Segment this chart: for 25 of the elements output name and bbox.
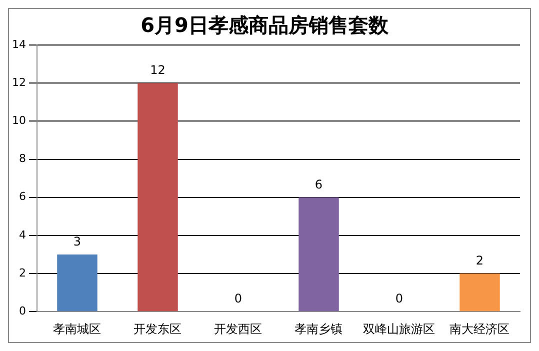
x-tick-label: 孝南城区 <box>53 322 102 336</box>
y-tick-label: 2 <box>18 266 26 280</box>
y-tick-label: 12 <box>12 76 26 89</box>
y-tick-label: 10 <box>12 114 26 128</box>
y-tick-label: 8 <box>18 152 26 166</box>
data-label: 6 <box>314 177 323 192</box>
y-tick-label: 14 <box>12 38 26 51</box>
y-tick-label: 6 <box>18 190 26 204</box>
x-tick-label: 南大经济区 <box>450 322 510 336</box>
data-label: 3 <box>73 234 82 249</box>
x-tick-label: 孝南乡镇 <box>294 322 343 336</box>
bar <box>57 254 98 312</box>
y-tick-label: 0 <box>18 304 26 318</box>
bar <box>298 197 339 312</box>
data-label: 0 <box>395 292 404 306</box>
y-tick-label: 4 <box>18 228 26 242</box>
chart-title: 6月9日孝感商品房销售套数 <box>140 13 390 38</box>
data-label: 12 <box>150 63 166 78</box>
data-label: 2 <box>476 254 484 268</box>
bar <box>460 274 500 312</box>
x-tick-label: 开发东区 <box>134 322 182 336</box>
bar <box>138 83 178 312</box>
x-tick-label: 双峰山旅游区 <box>363 322 436 336</box>
data-label: 0 <box>234 292 242 306</box>
x-tick-label: 开发西区 <box>214 322 262 336</box>
